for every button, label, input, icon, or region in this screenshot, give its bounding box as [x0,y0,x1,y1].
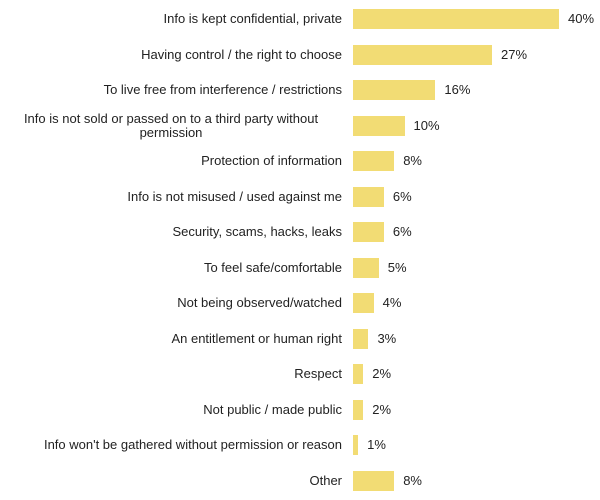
bar [353,44,493,65]
value-label: 2% [372,401,392,417]
category-text: To feel safe/comfortable [203,259,342,275]
bar [353,364,364,384]
category-label: Security, scams, hacks, leaks [0,215,342,249]
category-text: Info won't be gathered without permissio… [43,437,342,452]
value-label: 1% [367,437,386,452]
category-label: An entitlement or human right [0,322,342,356]
bar [353,151,395,171]
bar-row: Info is kept confidential, private 40% [0,2,600,36]
category-label: Respect [0,357,342,391]
category-label: Not public / made public [0,393,342,427]
value-label: 27% [501,46,528,62]
category-label: Other [0,464,342,498]
category-text: Info is kept confidential, private [163,11,343,26]
bar-row: Protection of information 8% [0,144,600,178]
category-label: Not being observed/watched [0,286,342,320]
bar [353,399,364,420]
bar-row: Not being observed/watched 4% [0,286,600,320]
bar-row: An entitlement or human right 3% [0,322,600,356]
value-label: 40% [568,11,595,26]
category-label: Having control / the right to choose [0,38,342,72]
bar-row: Having control / the right to choose 27% [0,38,600,72]
value-label: 2% [372,366,392,381]
bar-row: Respect 2% [0,357,600,391]
category-label: Info is not misused / used against me [0,180,342,214]
bar-row: Not public / made public 2% [0,393,600,427]
category-label: To live free from interference / restric… [0,73,342,107]
category-label: To feel safe/comfortable [0,251,342,285]
bar-row: Security, scams, hacks, leaks 6% [0,215,600,249]
value-label: 8% [403,153,422,168]
category-text: Respect [294,366,342,381]
category-text: Security, scams, hacks, leaks [172,224,342,239]
category-label: Info is not sold or passed on to a third… [0,109,342,143]
bar [353,186,384,207]
category-text: Info is not misused / used against me [127,188,342,204]
value-label: 6% [392,224,412,239]
value-label: 3% [377,330,397,346]
category-label: Info is kept confidential, private [0,2,343,36]
bar [353,222,384,242]
category-text: Protection of information [201,153,342,168]
category-label: Protection of information [0,144,342,178]
bar-row: Info is not misused / used against me 6% [0,180,600,214]
category-text: An entitlement or human right [171,330,342,346]
bar-row: Info is not sold or passed on to a third… [0,109,600,143]
bar [353,328,369,349]
value-label: 10% [413,117,440,133]
category-text: Info is not sold or passed on to a third… [23,110,319,140]
bar [353,80,436,100]
category-text: Having control / the right to choose [141,46,342,62]
value-label: 16% [444,82,471,97]
bar [353,293,374,313]
bar [353,470,395,491]
bar-row: To live free from interference / restric… [0,73,600,107]
category-text: To live free from interference / restric… [103,82,342,97]
category-label: Info won't be gathered without permissio… [0,428,342,462]
bar [353,9,559,29]
category-text: Other [309,472,342,488]
value-label: 6% [392,188,412,204]
value-label: 5% [387,259,407,275]
bar-row: Other 8% [0,464,600,498]
bar [353,435,359,455]
category-text: Not public / made public [203,401,342,417]
bar [353,257,379,278]
value-label: 8% [403,472,422,488]
value-label: 4% [382,295,402,310]
bar-row: To feel safe/comfortable 5% [0,251,600,285]
bar-row: Info won't be gathered without permissio… [0,428,600,462]
category-text: Not being observed/watched [177,295,342,310]
bar [353,115,405,136]
